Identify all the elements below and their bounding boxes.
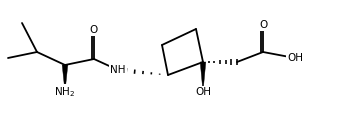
Text: NH$_2$: NH$_2$ — [54, 85, 76, 99]
Text: NH: NH — [110, 65, 126, 75]
Polygon shape — [62, 65, 68, 92]
Polygon shape — [200, 62, 206, 92]
Text: O: O — [90, 25, 98, 35]
Text: OH: OH — [195, 87, 211, 97]
Text: OH: OH — [287, 53, 303, 63]
Text: O: O — [259, 20, 267, 30]
